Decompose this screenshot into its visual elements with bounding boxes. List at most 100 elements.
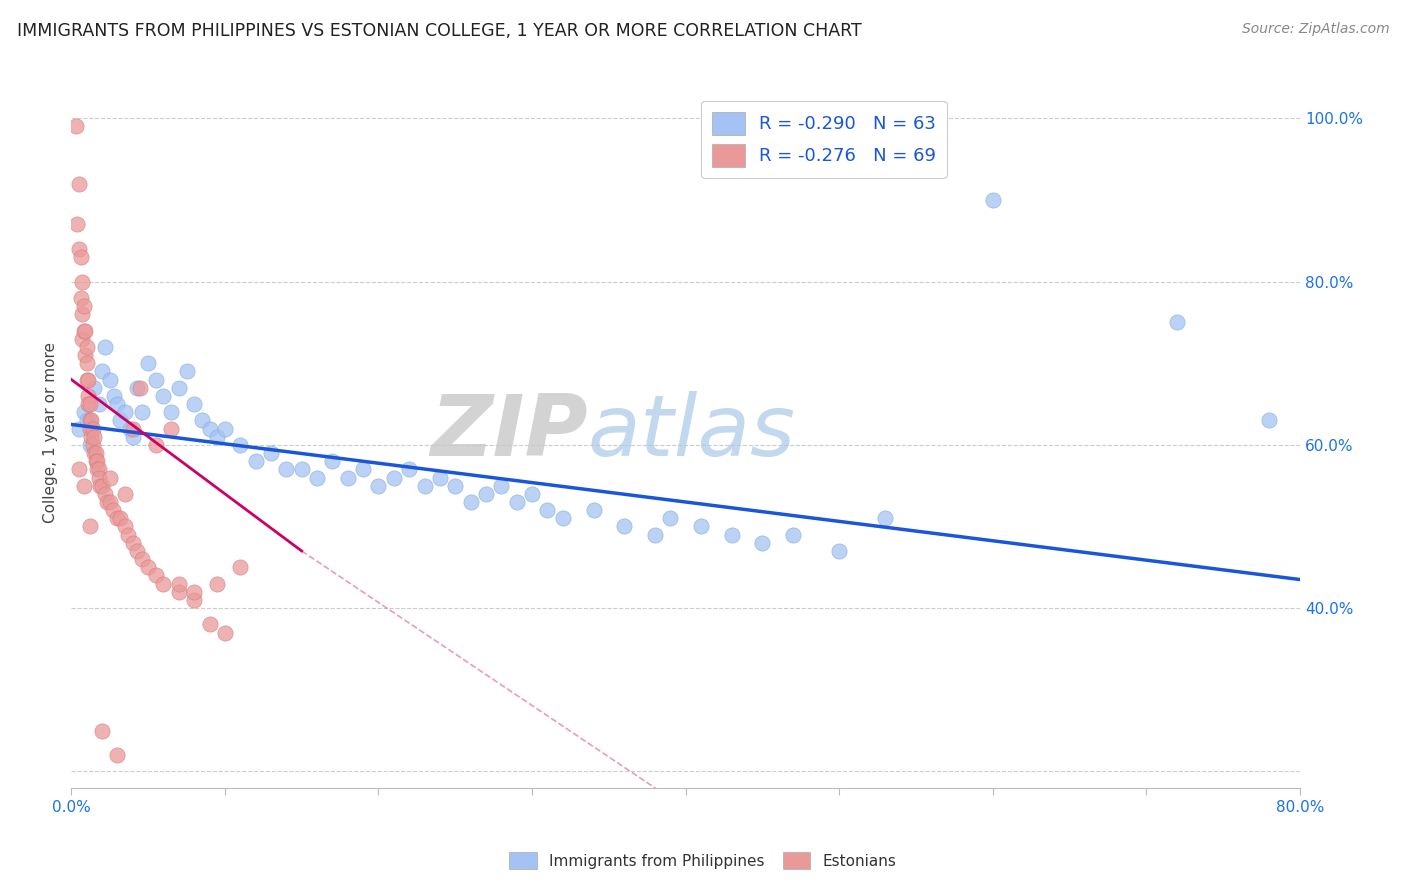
Point xyxy=(214,421,236,435)
Point xyxy=(83,446,105,460)
Point xyxy=(176,364,198,378)
Point xyxy=(98,470,121,484)
Point xyxy=(87,470,110,484)
Point xyxy=(1258,413,1281,427)
Point xyxy=(160,421,183,435)
Point xyxy=(76,413,98,427)
Point xyxy=(70,307,93,321)
Point xyxy=(121,421,143,435)
Point xyxy=(65,120,87,134)
Point xyxy=(536,503,558,517)
Point xyxy=(229,560,252,574)
Point xyxy=(91,723,114,738)
Point xyxy=(66,218,89,232)
Point xyxy=(76,340,98,354)
Point xyxy=(79,421,101,435)
Point xyxy=(183,397,205,411)
Point xyxy=(413,478,436,492)
Point xyxy=(352,462,374,476)
Point xyxy=(77,397,100,411)
Point xyxy=(444,478,467,492)
Point xyxy=(72,405,94,419)
Point xyxy=(127,544,149,558)
Point xyxy=(79,397,101,411)
Point xyxy=(79,438,101,452)
Point xyxy=(72,324,94,338)
Point xyxy=(114,405,136,419)
Point xyxy=(101,503,124,517)
Point xyxy=(167,381,190,395)
Point xyxy=(152,576,174,591)
Text: IMMIGRANTS FROM PHILIPPINES VS ESTONIAN COLLEGE, 1 YEAR OR MORE CORRELATION CHAR: IMMIGRANTS FROM PHILIPPINES VS ESTONIAN … xyxy=(17,22,862,40)
Point xyxy=(83,430,105,444)
Point xyxy=(72,299,94,313)
Point xyxy=(720,527,742,541)
Point xyxy=(105,397,128,411)
Point xyxy=(491,478,513,492)
Point xyxy=(77,389,100,403)
Point xyxy=(475,487,498,501)
Point xyxy=(75,348,97,362)
Point xyxy=(131,552,153,566)
Point xyxy=(67,177,90,191)
Point xyxy=(205,576,228,591)
Point xyxy=(260,446,283,460)
Point xyxy=(167,576,190,591)
Point xyxy=(84,446,107,460)
Point xyxy=(191,413,214,427)
Point xyxy=(98,372,121,386)
Point xyxy=(613,519,636,533)
Point xyxy=(121,430,143,444)
Point xyxy=(70,332,93,346)
Point xyxy=(82,438,104,452)
Point xyxy=(183,584,205,599)
Point xyxy=(105,748,128,763)
Point xyxy=(98,495,121,509)
Point xyxy=(96,495,118,509)
Point xyxy=(160,405,183,419)
Point xyxy=(136,356,159,370)
Text: ZIP: ZIP xyxy=(430,391,588,474)
Point xyxy=(105,511,128,525)
Text: atlas: atlas xyxy=(588,391,796,474)
Point xyxy=(782,527,804,541)
Point xyxy=(520,487,543,501)
Point xyxy=(336,470,359,484)
Point xyxy=(582,503,605,517)
Point xyxy=(94,340,117,354)
Point xyxy=(103,389,125,403)
Point xyxy=(82,421,104,435)
Point xyxy=(91,478,114,492)
Point xyxy=(981,193,1004,207)
Point xyxy=(321,454,343,468)
Point xyxy=(117,527,139,541)
Point xyxy=(89,478,111,492)
Point xyxy=(145,372,167,386)
Point xyxy=(83,381,105,395)
Point xyxy=(659,511,682,525)
Point xyxy=(131,405,153,419)
Point xyxy=(129,381,152,395)
Point xyxy=(75,324,97,338)
Point xyxy=(67,242,90,256)
Point xyxy=(367,478,389,492)
Point xyxy=(110,511,132,525)
Point xyxy=(84,454,107,468)
Point xyxy=(67,421,90,435)
Point xyxy=(72,478,94,492)
Point xyxy=(551,511,574,525)
Point xyxy=(398,462,420,476)
Point xyxy=(506,495,529,509)
Point xyxy=(79,519,101,533)
Point xyxy=(121,536,143,550)
Point xyxy=(67,462,90,476)
Y-axis label: College, 1 year or more: College, 1 year or more xyxy=(44,343,58,523)
Point xyxy=(276,462,298,476)
Point xyxy=(429,470,451,484)
Point xyxy=(118,421,141,435)
Point xyxy=(167,584,190,599)
Text: Source: ZipAtlas.com: Source: ZipAtlas.com xyxy=(1241,22,1389,37)
Point xyxy=(94,487,117,501)
Point xyxy=(127,381,149,395)
Point xyxy=(152,389,174,403)
